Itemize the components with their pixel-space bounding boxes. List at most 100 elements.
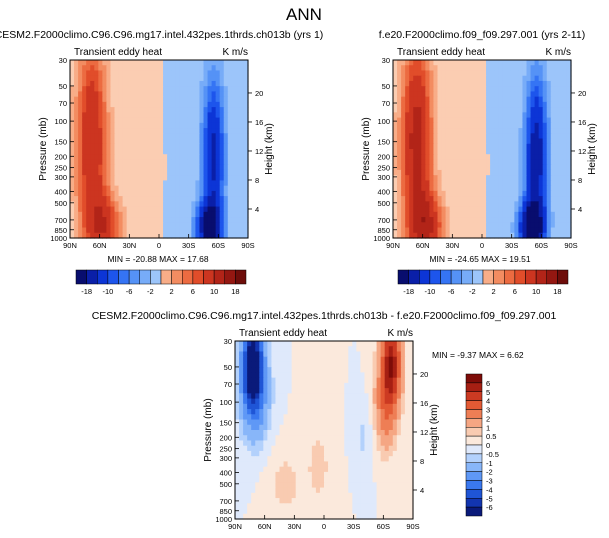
field-cell bbox=[219, 128, 225, 134]
field-cell bbox=[171, 65, 176, 72]
field-cell bbox=[106, 227, 112, 234]
field-cell bbox=[74, 159, 79, 166]
field-cell bbox=[336, 487, 341, 494]
y-tick-label: 70 bbox=[382, 99, 390, 108]
field-cell bbox=[566, 185, 572, 192]
y-tick-label: 50 bbox=[382, 82, 390, 91]
field-cell bbox=[154, 206, 160, 213]
field-cell bbox=[348, 377, 353, 384]
field-cell bbox=[98, 185, 103, 192]
field-cell bbox=[243, 149, 249, 155]
field-cell bbox=[235, 361, 240, 368]
field-cell bbox=[118, 154, 124, 161]
field-cell bbox=[94, 107, 99, 113]
field-cell bbox=[130, 80, 136, 87]
field-cell bbox=[421, 185, 426, 192]
field-cell bbox=[203, 75, 209, 82]
field-cell bbox=[259, 492, 264, 499]
field-cell bbox=[203, 138, 209, 145]
field-cell bbox=[191, 211, 197, 218]
field-cell bbox=[324, 492, 329, 499]
field-cell bbox=[506, 75, 511, 82]
field-cell bbox=[408, 492, 414, 499]
field-cell bbox=[227, 154, 233, 161]
field-cell bbox=[368, 508, 374, 515]
field-cell bbox=[526, 86, 532, 93]
field-cell bbox=[482, 112, 487, 119]
field-cell bbox=[506, 91, 511, 98]
field-cell bbox=[239, 175, 245, 182]
field-cell bbox=[74, 169, 79, 176]
field-cell bbox=[404, 450, 410, 457]
field-cell bbox=[215, 86, 221, 93]
field-cell bbox=[175, 154, 180, 161]
field-cell bbox=[380, 341, 386, 347]
field-cell bbox=[473, 117, 479, 124]
field-cell bbox=[114, 159, 120, 166]
field-cell bbox=[400, 498, 406, 504]
field-cell bbox=[518, 201, 524, 208]
field-cell bbox=[417, 91, 422, 98]
field-cell bbox=[150, 133, 156, 140]
field-cell bbox=[167, 227, 172, 234]
field-cell bbox=[251, 351, 256, 358]
field-cell bbox=[179, 65, 184, 72]
field-cell bbox=[368, 430, 374, 436]
field-cell bbox=[98, 91, 103, 98]
field-cell bbox=[142, 128, 148, 134]
field-cell bbox=[344, 508, 349, 515]
field-cell bbox=[267, 351, 273, 358]
field-cell bbox=[360, 409, 366, 415]
field-cell bbox=[171, 112, 176, 119]
field-cell bbox=[287, 398, 293, 405]
field-cell bbox=[360, 492, 366, 499]
field-cell bbox=[518, 217, 524, 223]
field-cell bbox=[364, 487, 370, 494]
field-cell bbox=[263, 424, 268, 431]
field-cell bbox=[267, 419, 273, 426]
field-cell bbox=[449, 122, 455, 129]
field-cell bbox=[473, 190, 479, 197]
field-cell bbox=[558, 149, 564, 155]
field-cell bbox=[175, 149, 180, 155]
field-cell bbox=[187, 80, 192, 87]
field-cell bbox=[376, 372, 382, 379]
field-cell bbox=[417, 128, 422, 134]
field-cell bbox=[70, 128, 75, 134]
field-cell bbox=[235, 382, 240, 389]
field-cell bbox=[291, 471, 297, 478]
field-cell bbox=[94, 101, 99, 108]
field-cell bbox=[114, 138, 120, 145]
field-cell bbox=[114, 80, 120, 87]
field-cell bbox=[219, 180, 225, 187]
field-cell bbox=[167, 196, 172, 202]
field-cell bbox=[348, 513, 353, 520]
field-cell bbox=[461, 169, 467, 176]
field-cell bbox=[469, 143, 475, 150]
field-cell bbox=[396, 430, 402, 436]
field-cell bbox=[134, 91, 140, 98]
field-cell bbox=[368, 477, 374, 483]
field-cell bbox=[392, 430, 398, 436]
field-cell bbox=[311, 382, 317, 389]
field-cell bbox=[243, 482, 248, 489]
field-cell bbox=[558, 222, 564, 229]
field-cell bbox=[550, 65, 556, 72]
field-cell bbox=[223, 128, 229, 134]
field-cell bbox=[243, 356, 248, 363]
field-cell bbox=[401, 60, 406, 66]
field-cell bbox=[449, 169, 455, 176]
field-cell bbox=[494, 91, 499, 98]
field-cell bbox=[275, 372, 281, 379]
field-cell bbox=[453, 196, 459, 202]
field-cell bbox=[384, 341, 390, 347]
field-cell bbox=[267, 414, 273, 421]
field-cell bbox=[405, 227, 410, 234]
field-cell bbox=[175, 117, 180, 124]
field-cell bbox=[498, 101, 503, 108]
field-cell bbox=[554, 86, 560, 93]
field-cell bbox=[299, 382, 305, 389]
field-cell bbox=[219, 65, 225, 72]
field-cell bbox=[267, 482, 273, 489]
field-cell bbox=[187, 128, 192, 134]
